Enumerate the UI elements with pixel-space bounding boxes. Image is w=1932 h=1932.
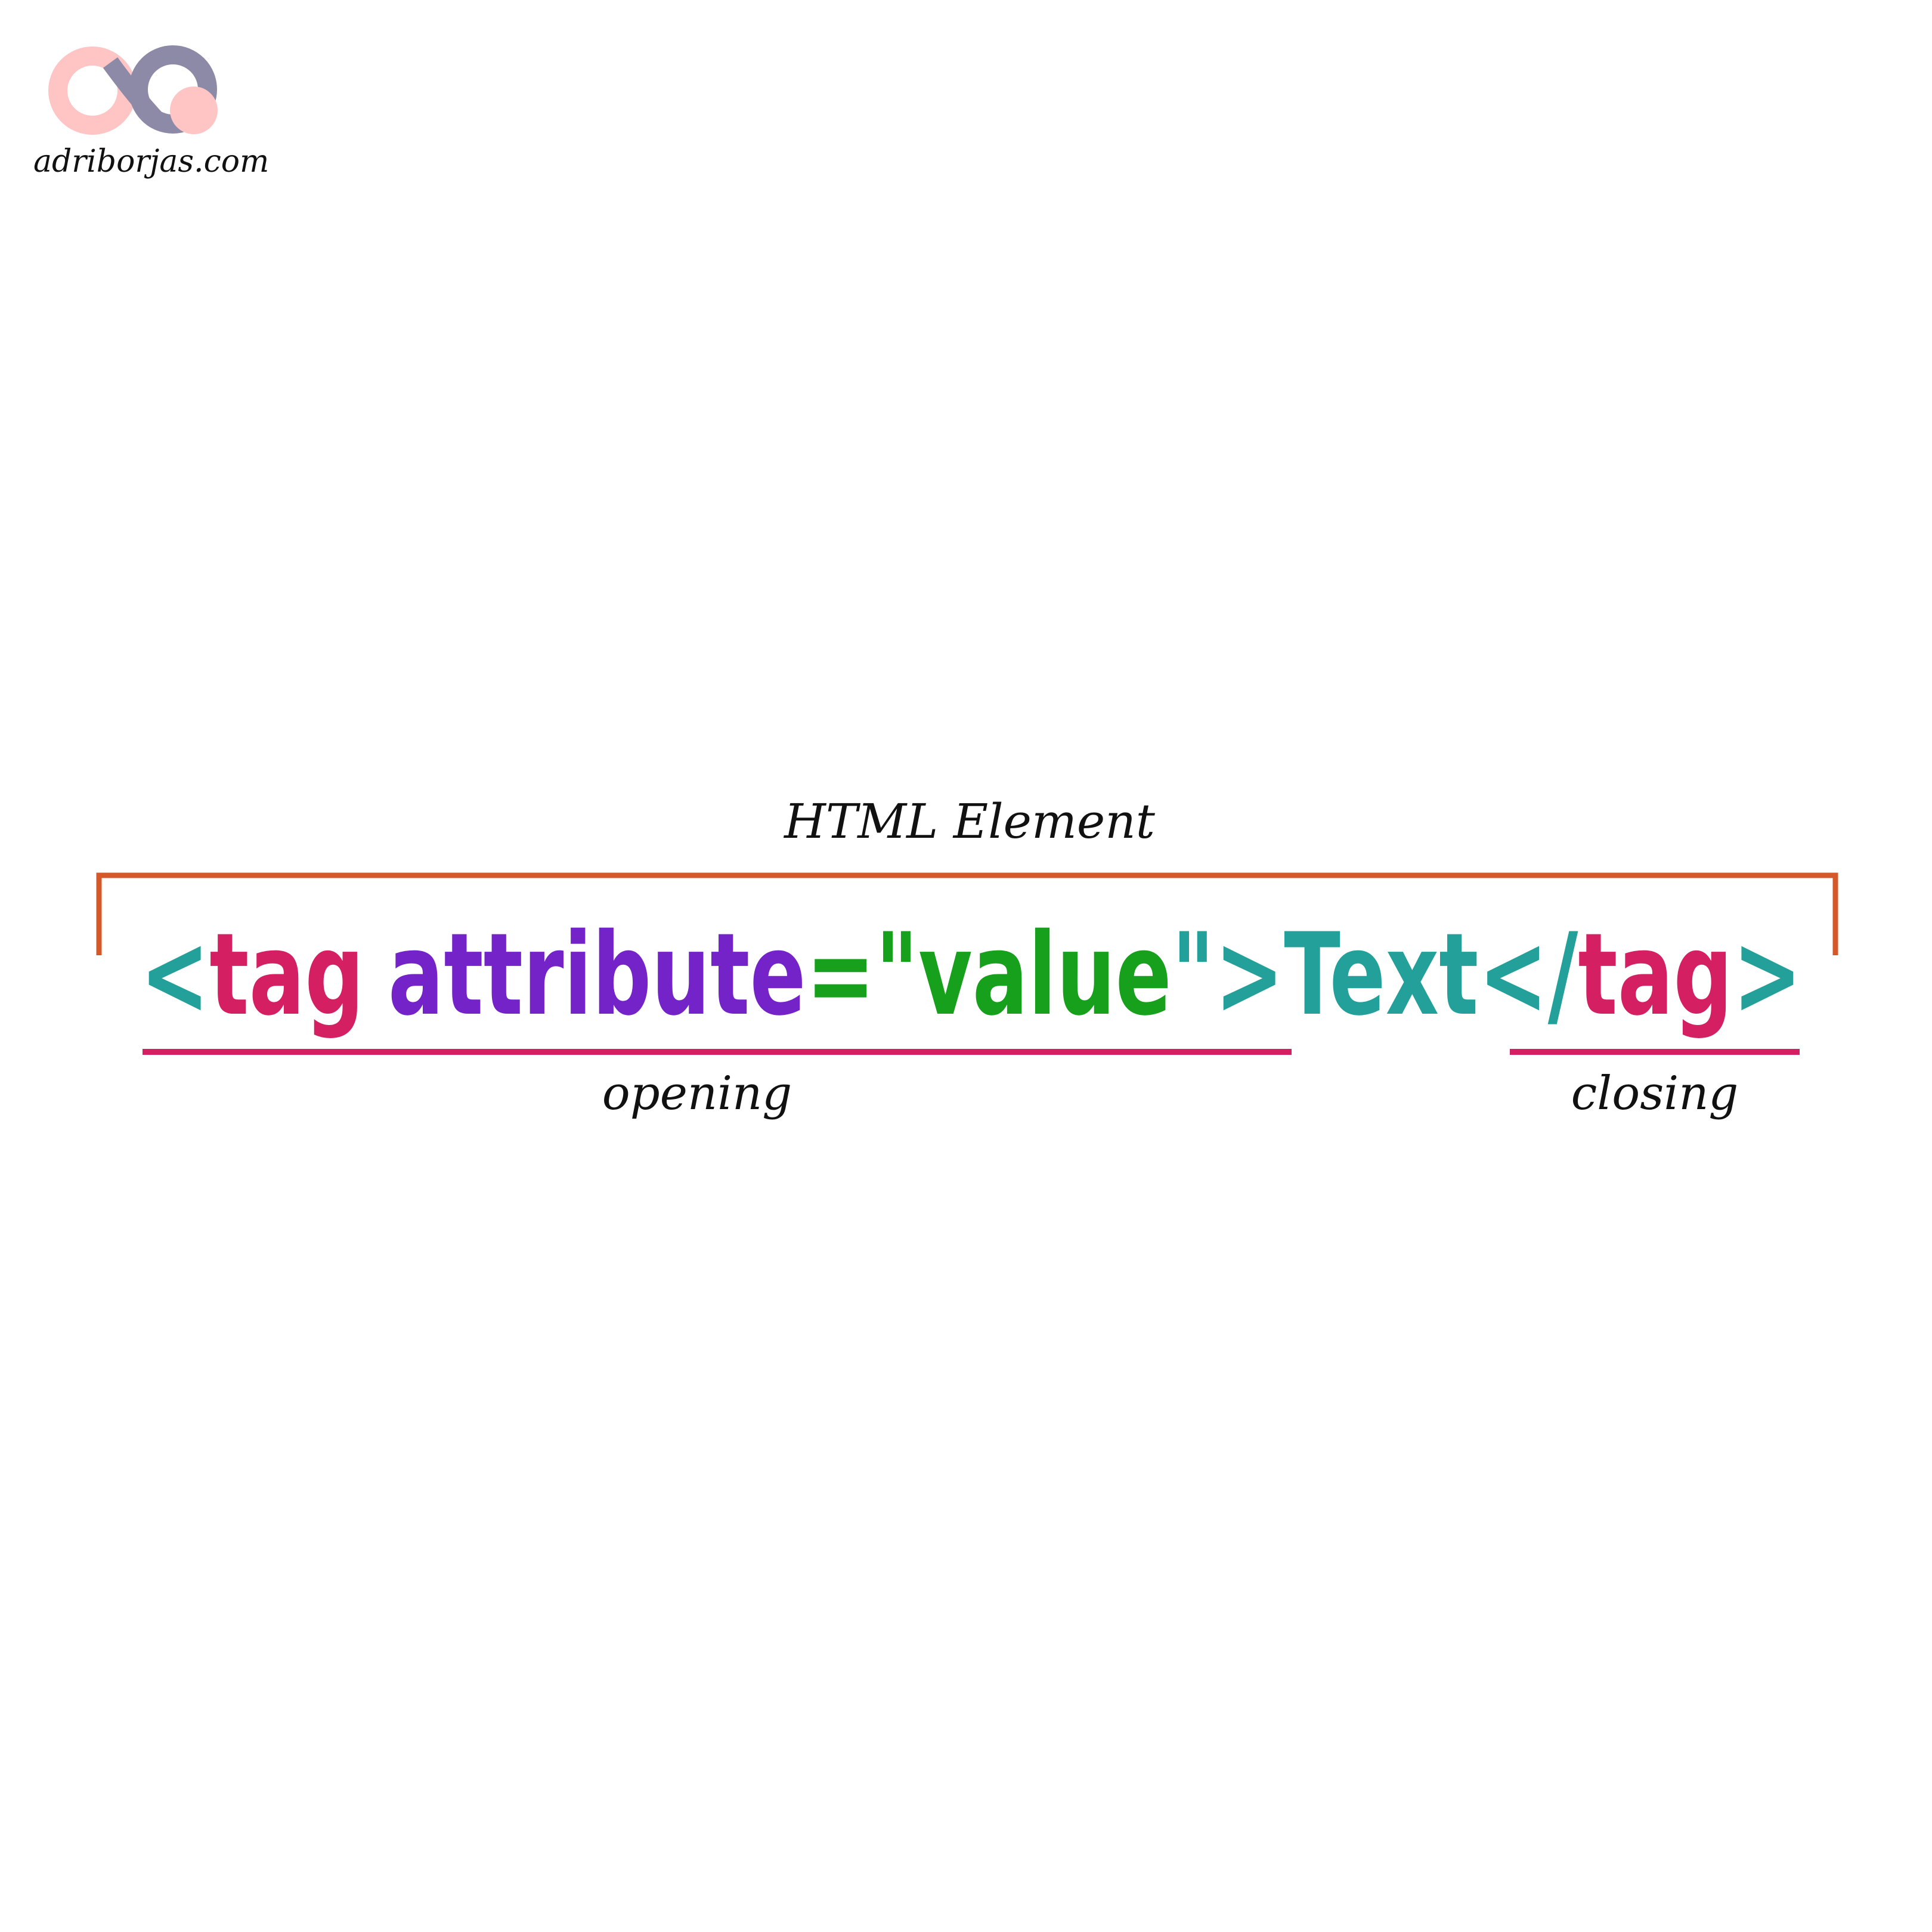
code-token: value — [918, 909, 1172, 1041]
code-token: Text — [1284, 909, 1478, 1041]
logo-dot — [170, 86, 218, 134]
title: HTML Element — [783, 794, 1156, 849]
logo — [48, 45, 218, 135]
code-token: < — [140, 909, 209, 1041]
code-line: <tagattribute="value">Text</tag> — [140, 909, 1802, 1041]
code-token: "> — [1172, 909, 1284, 1041]
brand: adriborjas.com — [33, 144, 269, 179]
code-token: </ — [1478, 909, 1578, 1041]
logo-cross — [103, 57, 163, 126]
code-token: attribute — [388, 909, 806, 1041]
code-token: =" — [806, 909, 919, 1041]
element-bracket — [96, 872, 1838, 955]
code-token: tag — [209, 909, 364, 1041]
code-token: > — [1733, 909, 1802, 1041]
opening-label: opening — [602, 1067, 792, 1120]
closing-label: closing — [1571, 1067, 1739, 1120]
code-token: tag — [1578, 909, 1732, 1041]
